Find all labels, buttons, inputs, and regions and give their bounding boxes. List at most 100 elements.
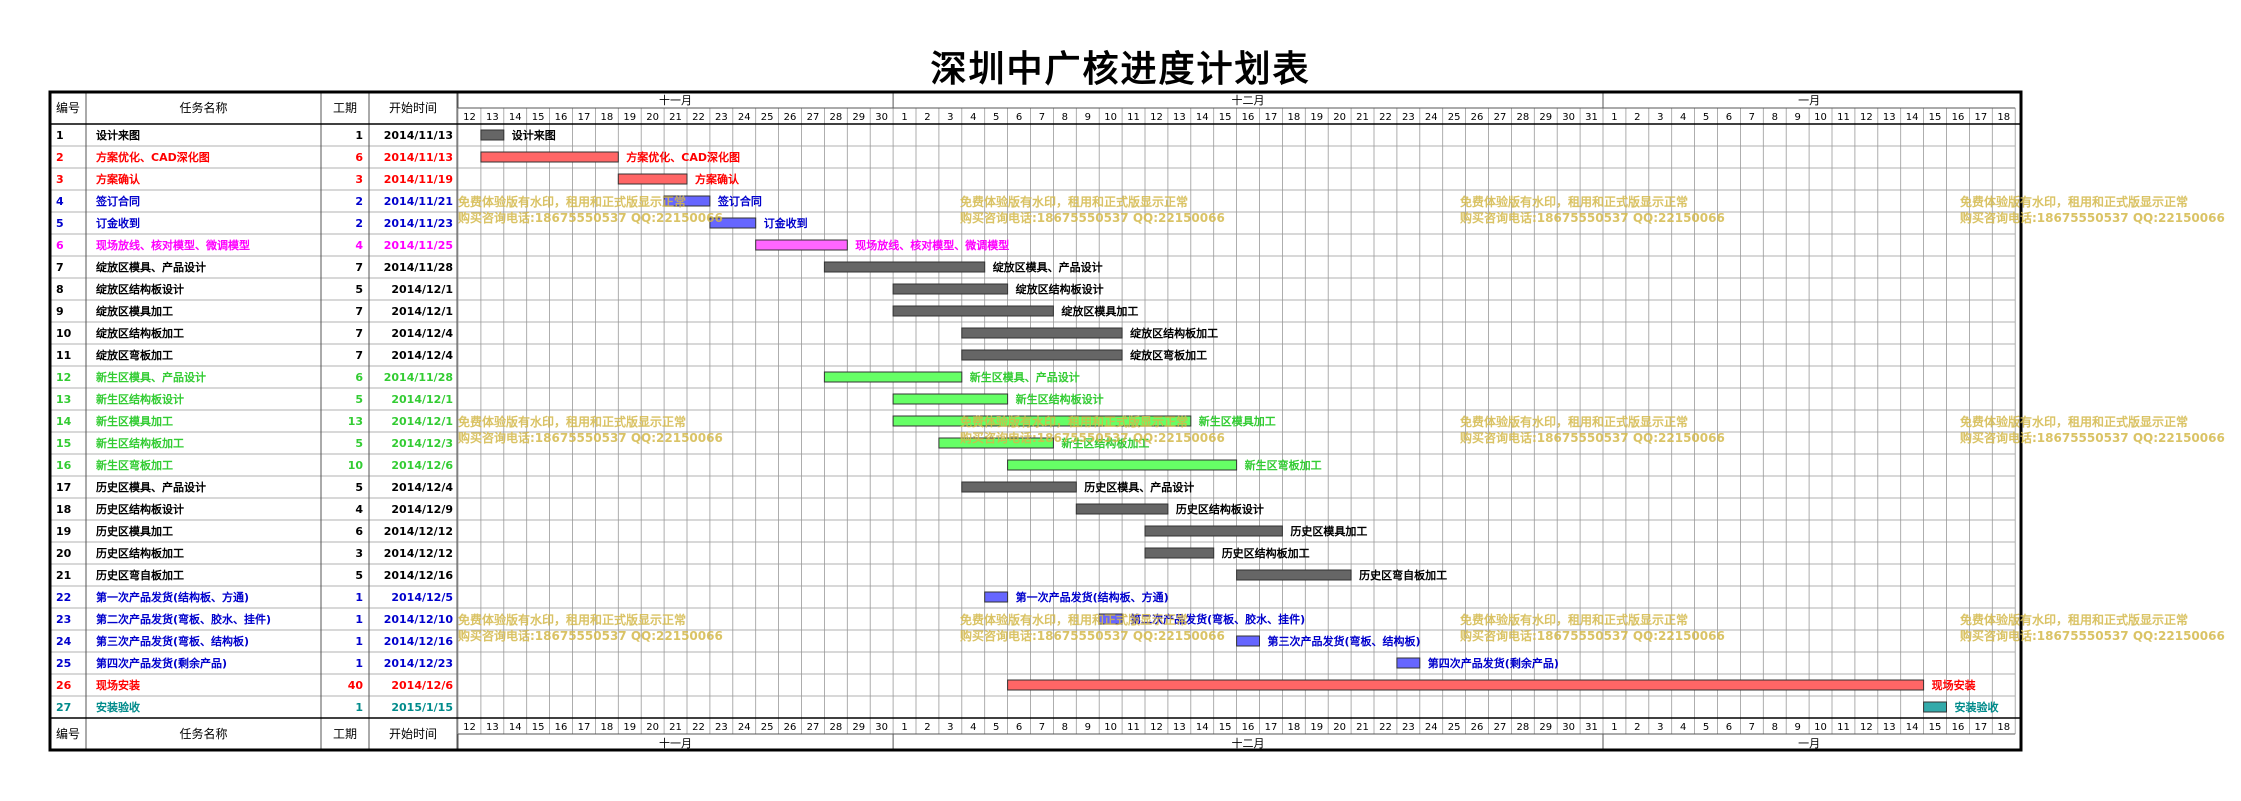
day-label: 20 [646,112,659,123]
page-title: 深圳中广核进度计划表 [930,48,1311,90]
task-id: 12 [56,371,71,384]
bar-label: 第三次产品发货(弯板、结构板) [1268,634,1421,648]
day-label-footer: 12 [463,722,476,733]
task-bar [1923,701,1947,713]
task-name: 历史区结构板加工 [96,546,184,560]
task-id: 18 [56,503,71,516]
task-name: 绽放区模具加工 [96,304,173,318]
task-bar [961,481,1077,493]
task-name: 签订合同 [95,194,140,208]
day-label-footer: 6 [1726,722,1732,733]
day-label: 4 [970,112,976,123]
task-id: 11 [56,349,71,362]
task-bar [1396,657,1421,669]
day-label-footer: 2 [1634,722,1640,733]
day-label: 19 [1310,112,1323,123]
day-label: 2 [924,112,930,123]
day-label: 7 [1749,112,1755,123]
day-label-footer: 13 [1173,722,1186,733]
task-name: 现场安装 [96,678,140,692]
day-label-footer: 27 [807,722,820,733]
task-id: 2 [56,151,64,164]
task-id: 15 [56,437,71,450]
column-header-start-footer: 开始时间 [389,727,437,741]
day-label-footer: 15 [1929,722,1942,733]
day-label-footer: 28 [1516,722,1529,733]
task-bar [892,283,1009,295]
task-id: 19 [56,525,71,538]
task-duration: 1 [355,129,363,142]
day-label-footer: 8 [1062,722,1068,733]
task-name: 新生区结构板设计 [96,392,184,406]
task-bar [823,261,986,273]
watermark-text: 购买咨询电话:18675550537 QQ:22150066 [1960,628,2225,643]
day-label-footer: 11 [1837,722,1850,733]
task-id: 23 [56,613,71,626]
task-start: 2014/11/28 [384,261,453,274]
task-bar [755,239,848,251]
bar-label: 第二次产品发货(弯板、胶水、挂件) [1130,612,1305,626]
day-label-footer: 19 [1310,722,1323,733]
task-bar [961,349,1123,361]
task-duration: 4 [355,239,363,252]
task-duration: 1 [355,591,363,604]
task-id: 1 [56,129,64,142]
day-label: 22 [692,112,705,123]
day-label: 9 [1794,112,1800,123]
task-duration: 4 [355,503,363,516]
day-label-footer: 24 [1425,722,1438,733]
task-bar [892,415,1192,427]
day-label-footer: 17 [1265,722,1278,733]
task-bar [892,393,1009,405]
day-label-footer: 9 [1085,722,1091,733]
task-start: 2014/12/10 [384,613,454,626]
day-label-footer: 29 [1539,722,1552,733]
task-bar [961,327,1123,339]
day-label: 15 [532,112,545,123]
day-label: 14 [1196,112,1209,123]
task-bar [1098,613,1123,625]
day-label-footer: 28 [829,722,842,733]
task-start: 2014/12/12 [384,525,453,538]
task-name: 历史区弯自板加工 [96,568,184,582]
task-duration: 7 [355,261,363,274]
task-id: 20 [56,547,72,560]
day-label: 15 [1929,112,1942,123]
task-bar [1007,459,1238,471]
watermark-text: 免费体验版有水印，租用和正式版显示正常 [960,612,1188,627]
day-label: 23 [715,112,728,123]
bar-label: 第一次产品发货(结构板、方通) [1016,590,1169,604]
day-label-footer: 25 [761,722,774,733]
task-duration: 10 [348,459,364,472]
bar-label: 新生区弯板加工 [1245,458,1322,472]
table-border [48,90,2023,752]
month-label: 十二月 [1232,93,1265,107]
task-duration: 1 [355,635,363,648]
task-start: 2014/11/23 [384,217,453,230]
watermark-text: 免费体验版有水印，租用和正式版显示正常 [1460,612,1688,627]
task-name: 新生区模具、产品设计 [96,370,206,384]
watermark-text: 购买咨询电话:18675550537 QQ:22150066 [458,430,723,445]
task-start: 2015/1/15 [391,701,453,714]
watermark-text: 免费体验版有水印，租用和正式版显示正常 [1960,414,2188,429]
day-label: 12 [1150,112,1163,123]
day-label: 24 [1425,112,1438,123]
day-label-footer: 27 [1494,722,1507,733]
day-label-footer: 18 [600,722,613,733]
day-label-footer: 9 [1794,722,1800,733]
task-bar [1007,679,1925,691]
task-id: 14 [56,415,72,428]
day-label-footer: 6 [1016,722,1022,733]
day-label-footer: 4 [1680,722,1686,733]
task-name: 新生区模具加工 [96,414,173,428]
day-label: 30 [875,112,888,123]
day-label-footer: 26 [1471,722,1484,733]
watermark-text: 购买咨询电话:18675550537 QQ:22150066 [960,628,1225,643]
watermark-text: 免费体验版有水印，租用和正式版显示正常 [1960,194,2188,209]
day-label: 25 [761,112,774,123]
task-id: 6 [56,239,64,252]
bar-label: 绽放区结构板设计 [1016,282,1104,296]
day-label-footer: 20 [646,722,659,733]
day-label-footer: 24 [738,722,751,733]
day-label-footer: 14 [1906,722,1919,733]
